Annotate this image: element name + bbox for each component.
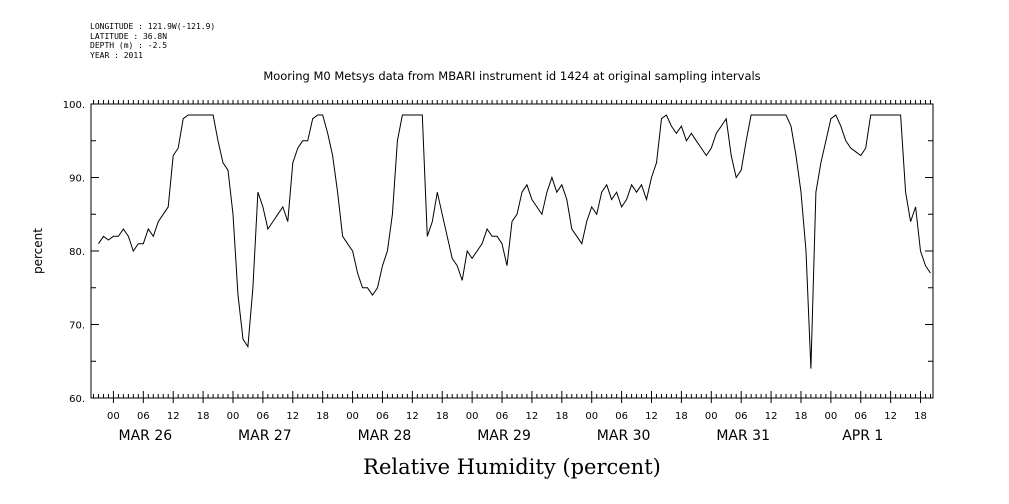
hour-tick-label: 00 xyxy=(824,411,837,422)
y-tick-label: 80. xyxy=(69,247,85,258)
date-label: APR 1 xyxy=(842,428,883,444)
metadata-block: LONGITUDE : 121.9W(-121.9) LATITUDE : 36… xyxy=(90,22,215,60)
meta-year: YEAR : 2011 xyxy=(90,50,143,60)
hour-tick-label: 00 xyxy=(585,411,598,422)
hour-tick-label: 18 xyxy=(316,411,329,422)
x-axis-label: Relative Humidity (percent) xyxy=(363,455,661,479)
hour-tick-label: 06 xyxy=(137,411,150,422)
hour-tick-label: 00 xyxy=(705,411,718,422)
hour-tick-label: 18 xyxy=(555,411,568,422)
meta-depth: DEPTH (m) : -2.5 xyxy=(90,41,168,50)
date-label: MAR 26 xyxy=(118,428,172,444)
y-tick-label: 90. xyxy=(69,174,85,185)
y-tick-label: 100. xyxy=(63,100,85,111)
hour-tick-label: 00 xyxy=(227,411,240,422)
hour-tick-label: 00 xyxy=(107,411,120,422)
date-label: MAR 31 xyxy=(716,428,770,444)
y-tick-label: 70. xyxy=(69,321,85,332)
plot-frame xyxy=(90,103,934,399)
hour-tick-label: 12 xyxy=(406,411,419,422)
hour-tick-label: 18 xyxy=(795,411,808,422)
hour-tick-label: 06 xyxy=(257,411,270,422)
y-axis: 60. 70. 80. 90. 100. xyxy=(63,100,933,405)
hour-tick-label: 06 xyxy=(735,411,748,422)
hour-tick-label: 12 xyxy=(286,411,299,422)
hour-tick-label: 06 xyxy=(496,411,509,422)
hour-tick-label: 12 xyxy=(645,411,658,422)
y-axis-label: percent xyxy=(31,228,45,274)
hour-tick-label: 12 xyxy=(526,411,539,422)
hour-tick-label: 00 xyxy=(346,411,359,422)
x-axis: 00 06 12 18 00 06 12 18 00 06 12 18 00 06 12 18 00 06 12 18… xyxy=(92,100,932,444)
hour-tick-label: 18 xyxy=(197,411,210,422)
date-label: MAR 27 xyxy=(238,428,292,444)
hour-tick-label: 06 xyxy=(376,411,389,422)
hour-tick-label: 18 xyxy=(914,411,927,422)
chart-title: Mooring M0 Metsys data from MBARI instru… xyxy=(263,69,760,83)
hour-tick-label: 12 xyxy=(884,411,897,422)
series-line xyxy=(98,114,931,369)
hour-tick-label: 06 xyxy=(615,411,628,422)
hour-tick-label: 06 xyxy=(854,411,867,422)
y-tick-label: 60. xyxy=(69,394,85,405)
hour-tick-label: 18 xyxy=(436,411,449,422)
date-label: MAR 29 xyxy=(477,428,531,444)
date-label: MAR 30 xyxy=(597,428,651,444)
date-label: MAR 28 xyxy=(358,428,412,444)
hour-tick-label: 12 xyxy=(765,411,778,422)
meta-longitude: LONGITUDE : 121.9W(-121.9) xyxy=(90,22,216,31)
hour-tick-label: 12 xyxy=(167,411,180,422)
hour-tick-label: 00 xyxy=(466,411,479,422)
meta-latitude: LATITUDE : 36.8N xyxy=(90,31,168,41)
hour-tick-label: 18 xyxy=(675,411,688,422)
